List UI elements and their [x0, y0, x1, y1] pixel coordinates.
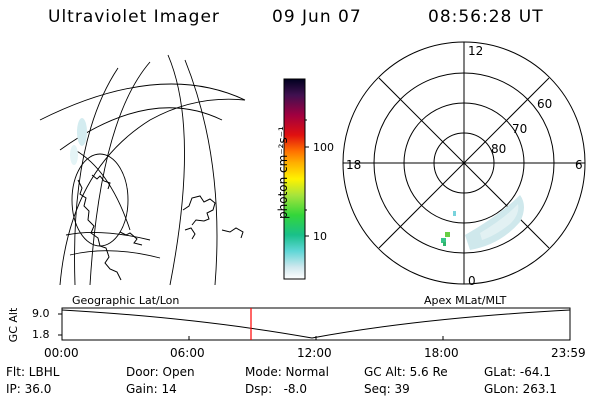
apex-title: Apex MLat/MLT	[424, 294, 507, 307]
colorbar-ticks	[305, 119, 309, 237]
y-tick-1-8: 1.8	[32, 328, 50, 341]
x-tick-0600: 06:00	[170, 346, 205, 360]
mlat-label-80: 80	[491, 142, 507, 156]
info-glon: GLon: 263.1	[484, 382, 557, 396]
mlt-label-18: 18	[346, 158, 362, 172]
x-tick-0000: 00:00	[44, 346, 79, 360]
info-glat: GLat: -64.1	[484, 365, 551, 379]
date-label: 09 Jun 07	[272, 7, 362, 27]
info-dsp: Dsp: -8.0	[245, 382, 308, 396]
info-seq: Seq: 39	[364, 382, 410, 396]
mlat-label-60: 60	[537, 97, 553, 111]
x-tick-2359: 23:59	[551, 346, 586, 360]
info-mode: Mode: Normal	[245, 365, 329, 379]
time-label: 08:56:28 UT	[428, 7, 544, 27]
colorbar	[283, 78, 306, 280]
x-tick-1800: 18:00	[424, 346, 459, 360]
info-gain: Gain: 14	[126, 382, 177, 396]
polar-aurora-emission	[441, 195, 524, 250]
x-tick-1200: 12:00	[297, 346, 332, 360]
y-tick-9: 9.0	[32, 307, 50, 320]
info-flt: Flt: LBHL	[6, 365, 60, 379]
instrument-title: Ultraviolet Imager	[48, 7, 220, 27]
info-ip: IP: 36.0	[6, 382, 52, 396]
mlt-label-0: 0	[468, 274, 476, 288]
info-gc-alt: GC Alt: 5.6 Re	[364, 365, 448, 379]
map-aurora-emission	[70, 118, 87, 165]
colorbar-label: photon cm⁻²s⁻¹	[276, 126, 290, 219]
geographic-title: Geographic Lat/Lon	[72, 294, 180, 307]
colorbar-tick-10: 10	[313, 230, 327, 243]
polar-plot	[342, 41, 586, 285]
mlt-label-12: 12	[468, 44, 484, 58]
mlt-label-6: 6	[575, 158, 583, 172]
mlat-label-70: 70	[512, 122, 528, 136]
geographic-map	[39, 54, 246, 286]
altitude-panel	[58, 307, 571, 341]
info-door: Door: Open	[126, 365, 195, 379]
colorbar-tick-100: 100	[313, 141, 334, 154]
gc-alt-axis-label: GC Alt	[7, 307, 20, 343]
